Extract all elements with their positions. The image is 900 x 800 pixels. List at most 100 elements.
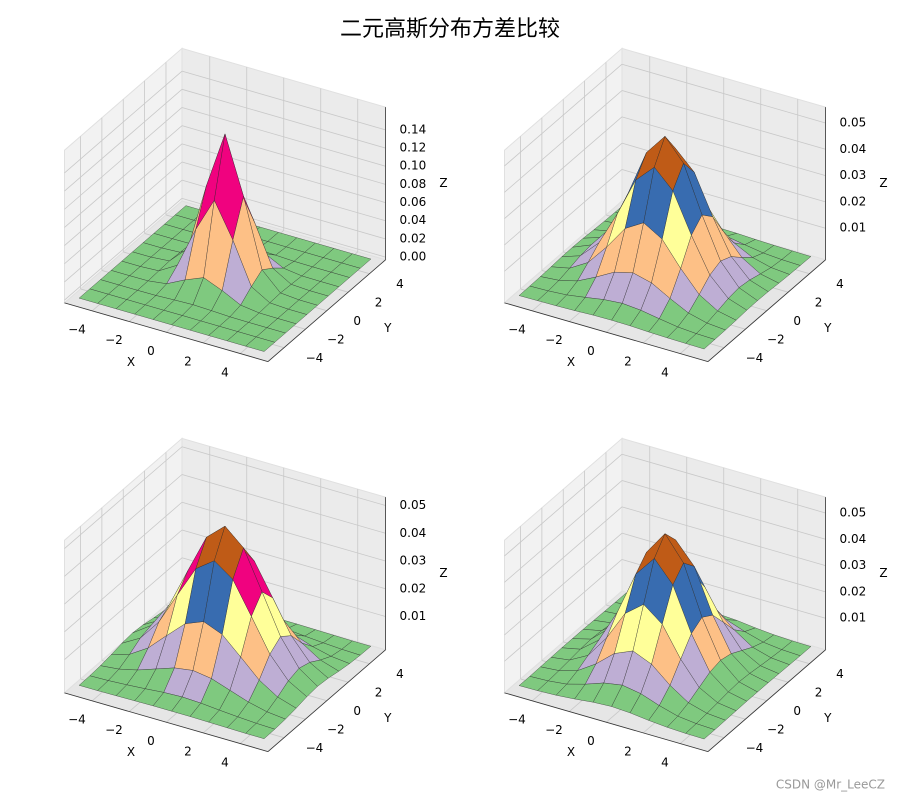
grid-line [181,88,386,149]
grid-line [64,501,183,605]
axis-line [64,302,269,362]
y-tick-label: 2 [375,686,383,700]
surface-patch [654,135,684,191]
axis-line [504,302,709,362]
x-tick-label: 0 [147,734,155,748]
axis-line [707,649,826,752]
z-tick-label: 0.02 [400,581,427,595]
z-axis-label: Z [439,566,447,580]
grid-line [504,532,623,636]
y-tick-label: 4 [836,277,844,291]
z-tick-label: 0.01 [840,221,867,235]
y-tick-label: −2 [767,333,785,347]
grid-line [181,143,386,203]
x-axis-label: X [127,355,135,369]
y-tick-label: 0 [353,704,361,718]
x-tick-label: −2 [105,723,123,737]
grid-line [504,480,623,583]
grid-line [64,529,183,633]
grid-line [181,70,386,131]
axis-line [267,649,386,752]
x-tick-label: −4 [68,713,86,727]
y-tick-label: 2 [815,296,823,310]
surface-patch [685,723,716,740]
grid-line [64,557,183,660]
grid-line [504,63,623,167]
x-tick-label: 2 [184,355,192,369]
y-axis-label: Y [823,711,832,725]
grid-line [181,125,386,185]
x-tick-label: 4 [221,755,229,769]
y-tick-label: −4 [306,351,324,365]
z-tick-label: 0.02 [400,231,427,245]
axis-line [707,259,826,362]
x-tick-label: −4 [68,323,86,337]
grid-line [181,107,386,167]
z-tick-label: 0.04 [400,213,427,227]
grid-line [181,501,386,562]
y-tick-label: 2 [815,686,823,700]
y-tick-label: 0 [793,704,801,718]
grid-line [181,474,386,534]
x-tick-label: 2 [184,745,192,759]
x-tick-label: 4 [221,365,229,379]
x-tick-label: −2 [545,333,563,347]
y-tick-label: −2 [327,723,345,737]
grid-line [621,480,826,540]
grid-line [504,90,623,193]
y-axis-label: Y [383,711,392,725]
z-tick-label: 0.02 [840,584,867,598]
surface-patch [214,133,244,241]
y-axis-label: Y [823,321,832,335]
grid-line [64,89,183,192]
grid-line [181,446,386,506]
y-tick-label: 4 [396,277,404,291]
grid-line [64,446,183,549]
grid-line [621,116,826,176]
surface-patch [685,333,716,350]
z-tick-label: 0.05 [840,115,867,129]
y-tick-label: −2 [767,723,785,737]
axis-line [64,692,269,752]
subplot: −4−2024−4−20240.000.020.040.060.080.100.… [63,47,448,379]
grid-line [621,453,826,514]
grid-line [504,559,623,662]
surface-patch [214,525,244,580]
x-tick-label: 4 [661,365,669,379]
z-tick-label: 0.03 [840,168,867,182]
x-tick-label: 2 [624,745,632,759]
x-tick-label: −4 [508,323,526,337]
x-tick-label: −2 [545,723,563,737]
z-tick-label: 0.03 [400,554,427,568]
z-tick-label: 0.03 [840,558,867,572]
y-tick-label: −2 [327,333,345,347]
z-axis-label: Z [879,566,887,580]
figure-title: 二元高斯分布方差比较 [340,17,560,42]
grid-line [621,63,826,124]
z-tick-label: 0.10 [400,159,427,173]
z-tick-label: 0.04 [400,526,427,540]
z-tick-label: 0.08 [400,177,427,191]
x-tick-label: −4 [508,713,526,727]
z-tick-label: 0.12 [400,141,427,155]
grid-line [64,143,183,246]
grid-line [64,179,183,283]
y-tick-label: 0 [353,314,361,328]
axis-line [504,692,709,752]
y-tick-label: −4 [746,351,764,365]
x-axis-label: X [567,355,575,369]
grid-line [64,198,183,301]
y-tick-label: −4 [746,741,764,755]
x-axis-label: X [127,745,135,759]
grid-line [64,107,183,210]
z-tick-label: 0.01 [840,611,867,625]
z-tick-label: 0.04 [840,142,867,156]
z-tick-label: 0.05 [840,505,867,519]
y-tick-label: 0 [793,314,801,328]
x-tick-label: 0 [587,734,595,748]
y-tick-label: 4 [836,667,844,681]
x-tick-label: 2 [624,355,632,369]
